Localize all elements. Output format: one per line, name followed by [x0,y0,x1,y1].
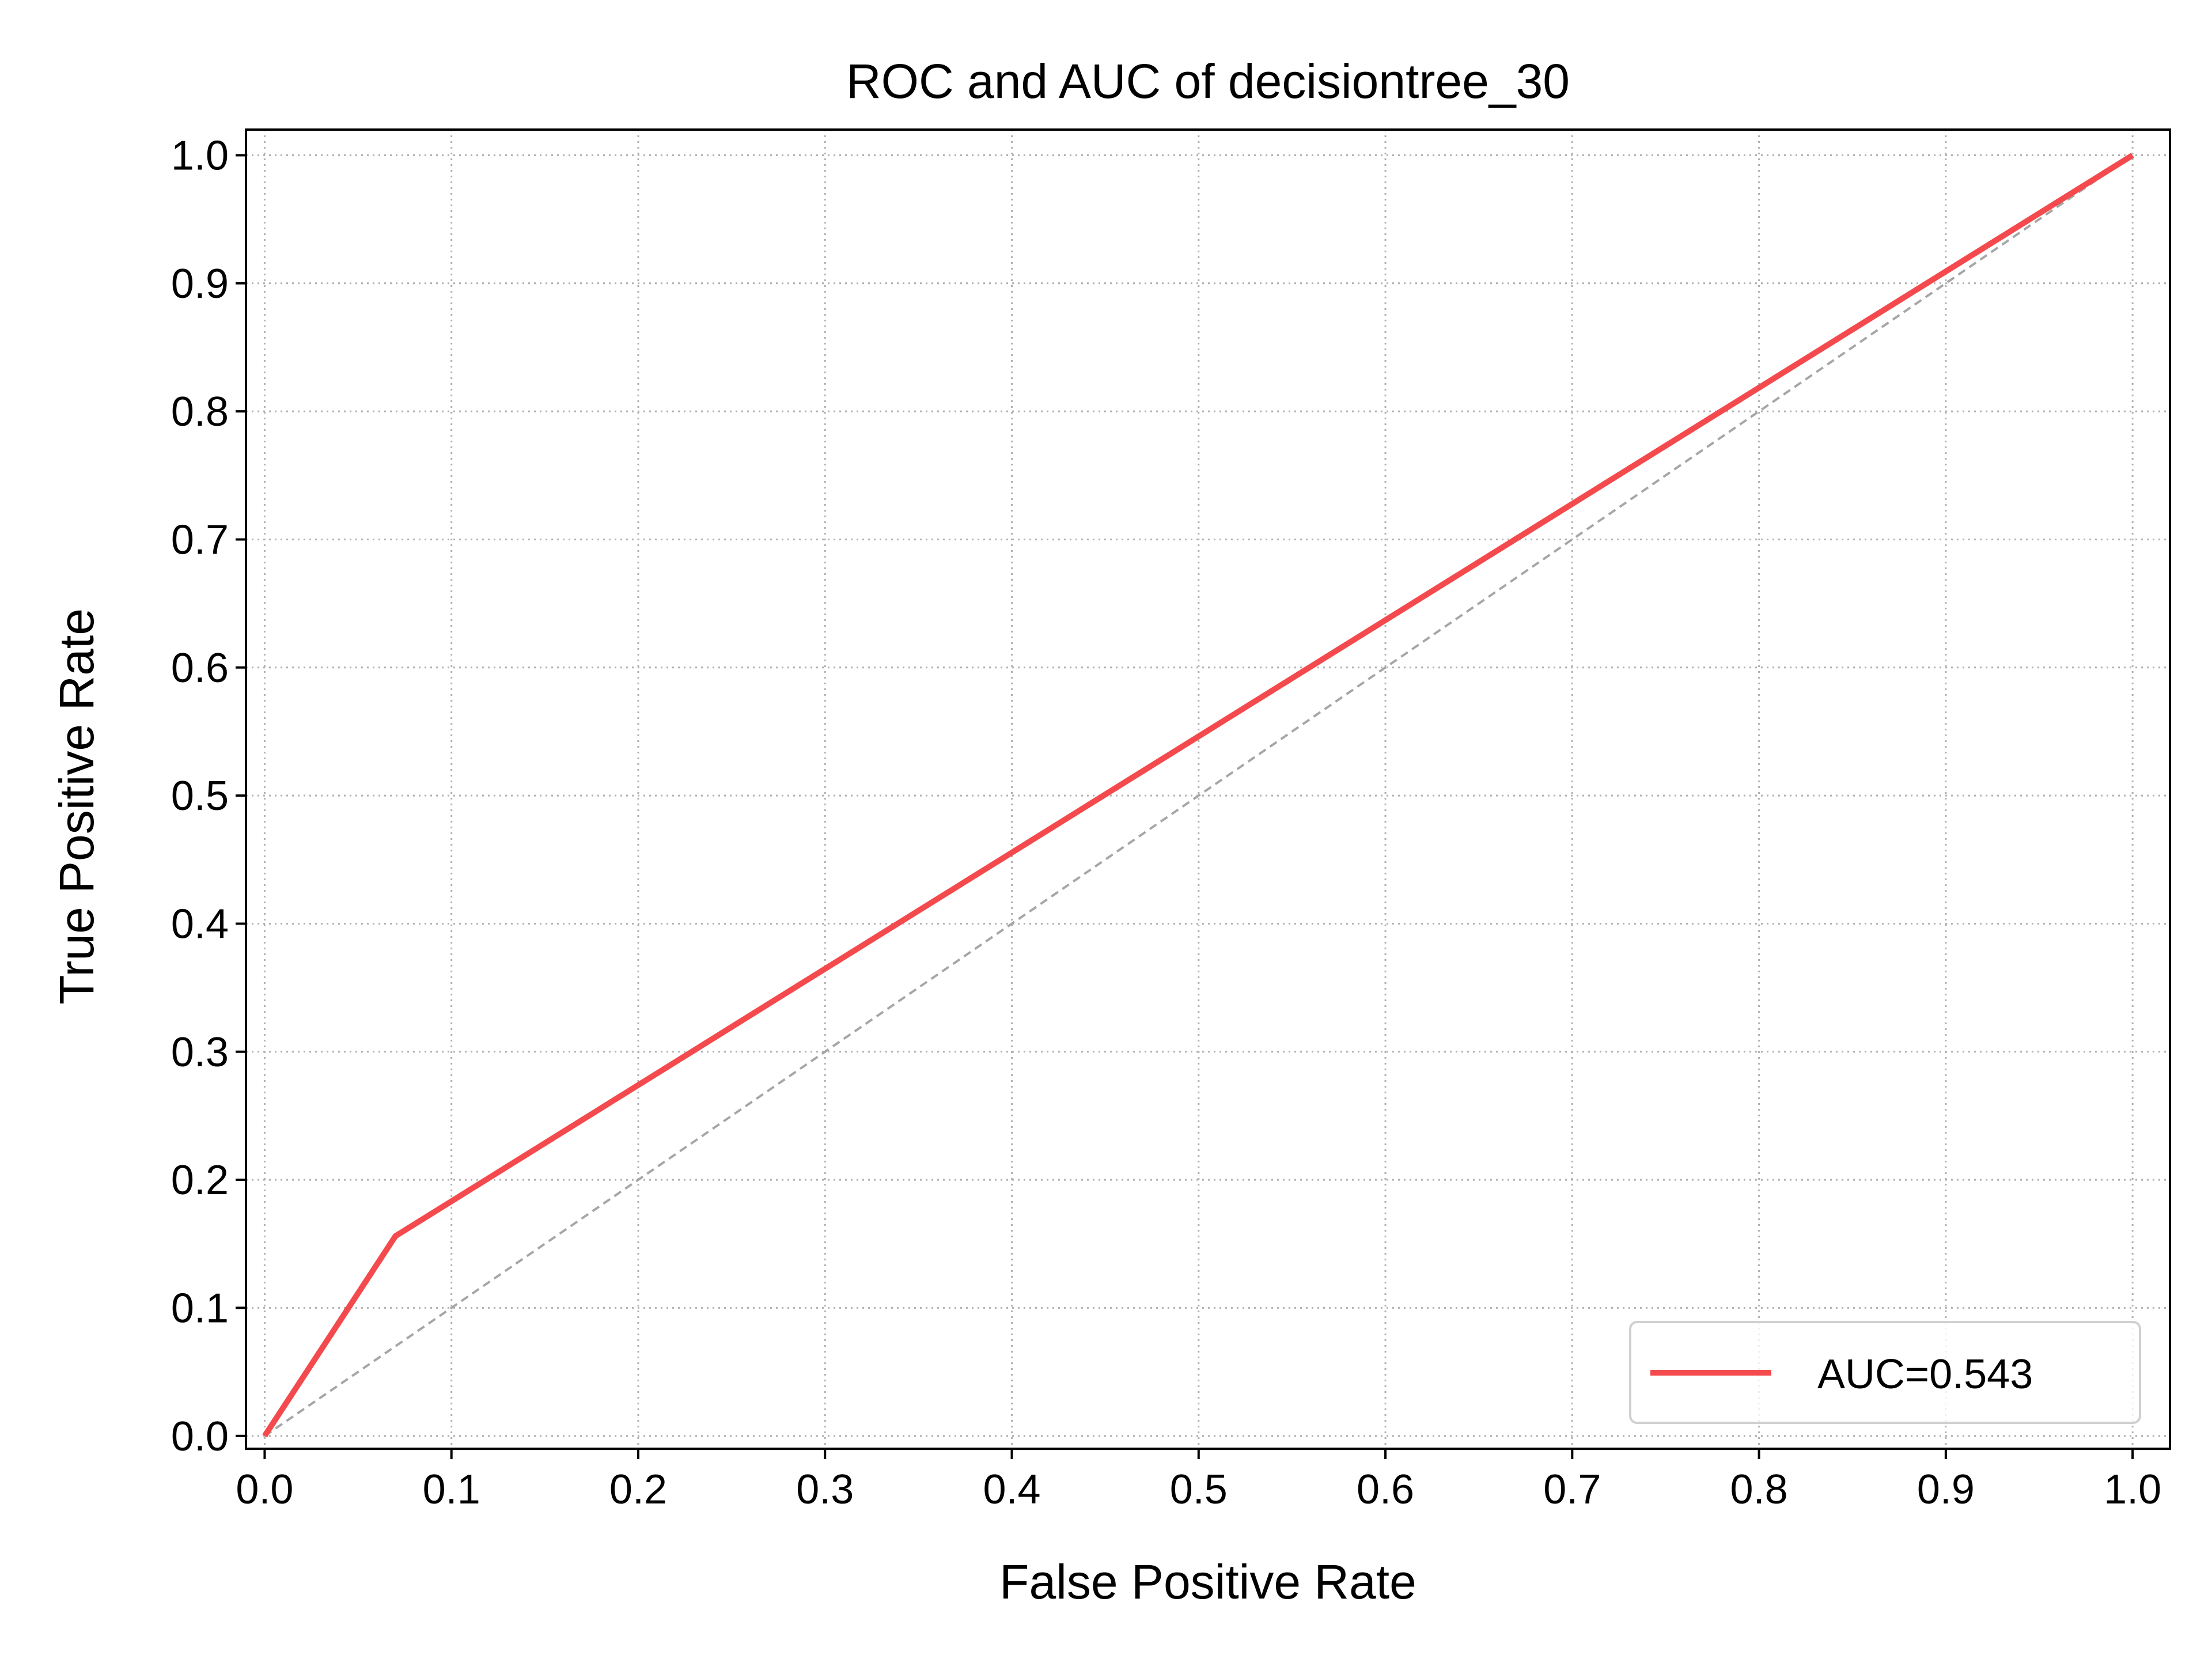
x-tick-label: 0.4 [983,1467,1040,1513]
y-tick-label: 0.2 [171,1157,229,1203]
y-axis-label: True Positive Rate [50,608,104,1005]
x-tick-label: 1.0 [2104,1467,2161,1513]
legend: AUC=0.543 [1629,1321,2141,1424]
x-tick-label: 0.6 [1357,1467,1414,1513]
x-axis-label: False Positive Rate [999,1555,1416,1609]
y-tick-label: 0.1 [171,1285,229,1331]
plot-frame [245,128,2171,1450]
x-tick-label: 0.5 [1170,1467,1228,1513]
y-tick-label: 0.6 [171,645,229,691]
y-axis-ticks: 0.0 0.1 0.2 0.3 0.4 0.5 0.6 0.7 0.8 0.9 1.0 [171,132,246,1460]
x-tick-label: 0.8 [1730,1467,1788,1513]
roc-curve-line [262,153,2134,1438]
chance-diagonal-line [264,154,2134,1437]
chart-title: ROC and AUC of decisiontree_30 [846,54,1570,108]
x-tick-label: 0.9 [1917,1467,1975,1513]
grid [246,130,2170,1449]
y-tick-label: 0.9 [171,261,229,307]
y-tick-label: 0.3 [171,1029,229,1075]
x-axis-ticks: 0.0 0.1 0.2 0.3 0.4 0.5 0.6 0.7 0.8 0.9 1.0 [236,1449,2161,1513]
plot-lines [262,153,2134,1438]
x-tick-label: 0.0 [236,1467,293,1513]
legend-box [1629,1321,2141,1424]
x-tick-label: 0.2 [609,1467,667,1513]
x-tick-label: 0.1 [423,1467,480,1513]
y-tick-label: 0.0 [171,1414,229,1460]
y-tick-label: 0.4 [171,901,229,947]
y-tick-label: 0.5 [171,773,229,819]
y-tick-label: 0.7 [171,517,229,563]
x-tick-label: 0.7 [1543,1467,1601,1513]
y-tick-label: 0.8 [171,389,229,435]
y-tick-label: 1.0 [171,132,229,179]
legend-label: AUC=0.543 [1817,1351,2033,1397]
x-tick-label: 0.3 [796,1467,854,1513]
